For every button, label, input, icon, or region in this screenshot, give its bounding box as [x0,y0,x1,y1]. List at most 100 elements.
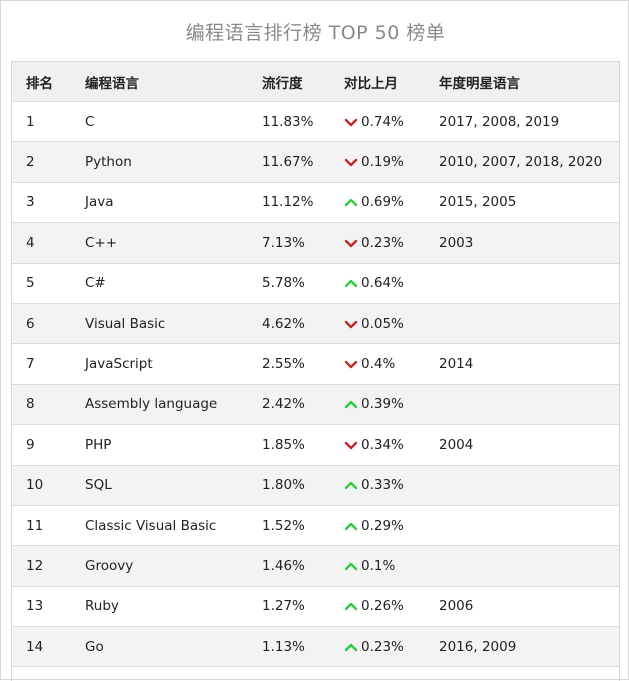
table-header-row: 排名 编程语言 流行度 对比上月 年度明星语言 [12,62,619,102]
language-cell: SQL [85,477,112,494]
language-cell: Classic Visual Basic [85,517,217,534]
monthly-change-cell: 0.1% [344,546,395,585]
rank-cell: 14 [26,638,44,655]
arrow-down-icon [344,320,358,328]
monthly-change-value: 0.74% [361,113,404,130]
monthly-change-cell: 0.39% [344,385,404,424]
monthly-change-cell: 0.4% [344,344,395,383]
language-cell: C# [85,275,106,292]
language-of-year-cell: 2016, 2009 [439,638,517,655]
language-of-year-cell: 2004 [439,436,474,453]
monthly-change-value: 0.05% [361,315,404,332]
popularity-cell: 4.62% [262,315,305,332]
monthly-change-value: 0.39% [361,396,404,413]
arrow-down-icon [344,441,358,450]
monthly-change-value: 0.33% [361,477,404,494]
language-cell: Visual Basic [85,315,166,332]
arrow-down-icon [344,239,358,248]
popularity-cell: 2.42% [262,396,305,413]
rank-cell: 2 [26,154,35,171]
popularity-cell: 1.85% [262,436,305,453]
popularity-cell: 1.27% [262,598,305,615]
language-of-year-cell: 2010, 2007, 2018, 2020 [439,154,603,171]
rank-cell: 13 [26,598,44,615]
table-row: 4 C++ 7.13% 0.23% 2003 [12,223,619,264]
rank-cell: 11 [26,517,44,534]
popularity-cell: 11.12% [262,194,314,211]
language-cell: PHP [85,436,112,453]
monthly-change-value: 0.26% [361,598,404,615]
language-cell: Go [85,638,104,655]
language-cell: Ruby [85,598,119,615]
popularity-cell: 1.52% [262,517,305,534]
arrow-down-icon [344,158,358,167]
language-cell: Java [85,194,114,211]
table-row: 13 Ruby 1.27% 0.26% 2006 [12,587,619,628]
popularity-cell: 2.55% [262,356,305,373]
table-row: 2 Python 11.67% 0.19% 2010, 2007, 2018, 2020 [12,142,619,183]
table-row: 5 C# 5.78% 0.64% [12,264,619,304]
language-of-year-cell: 2015, 2005 [439,194,517,211]
monthly-change-cell: 0.26% [344,587,404,626]
monthly-change-value: 0.4% [361,356,396,373]
rank-cell: 10 [26,477,44,494]
popularity-cell: 1.13% [262,638,305,655]
page-title: 编程语言排行榜 TOP 50 榜单 [185,22,446,44]
rank-cell: 4 [26,234,35,251]
arrow-up-icon [344,199,358,207]
monthly-change-value: 0.1% [361,557,396,574]
arrow-up-icon [344,603,358,611]
language-cell: Groovy [85,557,134,574]
language-of-year-cell: 2006 [439,598,474,615]
header-language: 编程语言 [85,75,139,92]
monthly-change-cell: 0.34% [344,425,404,464]
rank-cell: 8 [26,396,35,413]
rank-cell: 7 [26,356,35,373]
monthly-change-value: 0.64% [361,275,404,292]
table-row: 9 PHP 1.85% 0.34% 2004 [12,425,619,466]
language-cell: C [85,113,95,130]
popularity-cell: 1.80% [262,477,305,494]
language-cell: C++ [85,234,118,251]
header-language-of-year: 年度明星语言 [439,75,520,92]
rank-cell: 3 [26,194,35,211]
header-rank: 排名 [26,75,53,92]
arrow-up-icon [344,482,358,490]
monthly-change-cell: 0.23% [344,627,404,666]
monthly-change-value: 0.69% [361,194,404,211]
arrow-down-icon [344,118,358,126]
language-cell: JavaScript [85,356,153,373]
arrow-up-icon [344,522,358,530]
language-of-year-cell: 2014 [439,356,474,373]
popularity-cell: 11.67% [262,154,314,171]
header-monthly-change: 对比上月 [344,75,398,92]
monthly-change-cell: 0.69% [344,183,404,222]
table-row: 14 Go 1.13% 0.23% 2016, 2009 [12,627,619,668]
popularity-cell: 1.46% [262,557,305,574]
table-row: 11 Classic Visual Basic 1.52% 0.29% [12,506,619,547]
monthly-change-cell: 0.74% [344,102,404,141]
monthly-change-cell: 0.19% [344,142,404,181]
table-row: 6 Visual Basic 4.62% 0.05% [12,303,619,345]
monthly-change-cell: 0.29% [344,506,404,545]
monthly-change-value: 0.23% [361,638,404,655]
table-row: 8 Assembly language 2.42% 0.39% [12,384,619,426]
ranking-table: 排名 编程语言 流行度 对比上月 年度明星语言 1 C 11.83% 0.74% 201… [11,61,620,681]
arrow-up-icon [344,401,358,409]
arrow-up-icon [344,562,358,571]
language-of-year-cell: 2003 [439,234,474,251]
monthly-change-cell: 0.23% [344,223,404,262]
monthly-change-value: 0.23% [361,234,404,251]
monthly-change-cell: 0.33% [344,466,404,505]
monthly-change-value: 0.34% [361,436,404,453]
monthly-change-cell: 0.05% [344,304,404,343]
monthly-change-value: 0.19% [361,154,404,171]
table-row: 7 JavaScript 2.55% 0.4% 2014 [12,344,619,385]
language-cell: Python [85,154,132,171]
language-cell: Assembly language [85,396,218,413]
rank-cell: 6 [26,315,35,332]
monthly-change-cell: 0.64% [344,264,404,303]
popularity-cell: 7.13% [262,234,305,251]
table-row: 12 Groovy 1.46% 0.1% [12,546,619,587]
